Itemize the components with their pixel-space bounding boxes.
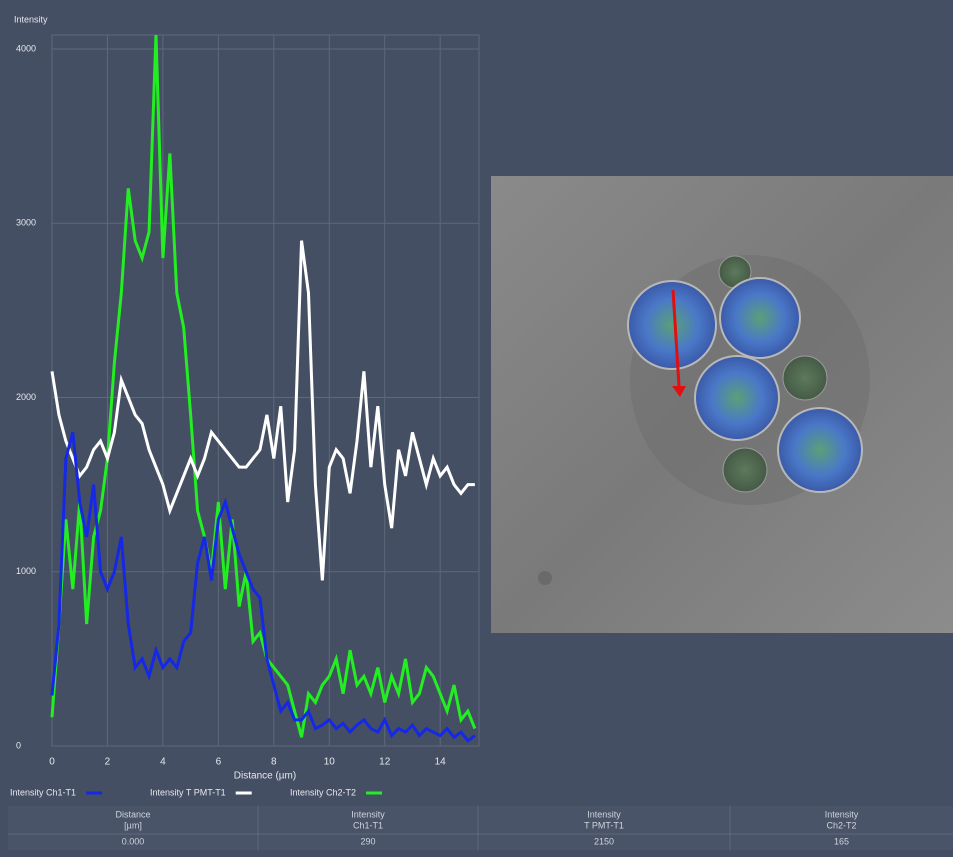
y-tick-label: 3000 — [16, 218, 36, 228]
screen: Intensity Distance (µm) Distance[µm] Inte… — [0, 0, 953, 852]
x-tick-label: 0 — [49, 757, 55, 768]
x-tick-label: 10 — [324, 757, 336, 768]
x-axis-title: Distance (µm) — [234, 771, 296, 782]
column-header: T PMT-T1 — [584, 820, 624, 830]
column-header: [µm] — [124, 820, 142, 830]
microscopy-image — [491, 176, 953, 633]
legend-label: Intensity Ch2-T2 — [290, 787, 356, 797]
table-cell: 2150 — [594, 836, 614, 846]
legend-label: Intensity T PMT-T1 — [150, 787, 226, 797]
legend-label: Intensity Ch1-T1 — [10, 787, 76, 797]
column-header: Intensity — [825, 809, 859, 819]
column-header: Ch2-T2 — [826, 820, 856, 830]
y-tick-label: 2000 — [16, 392, 36, 402]
column-header: Intensity — [587, 809, 621, 819]
page: Intensity Distance (µm) Distance[µm] Inte… — [0, 0, 953, 852]
x-tick-label: 6 — [216, 757, 222, 768]
x-tick-label: 4 — [160, 757, 166, 768]
x-tick-label: 12 — [379, 757, 391, 768]
y-tick-label: 0 — [16, 740, 21, 750]
column-header: Distance — [115, 809, 150, 819]
x-tick-label: 2 — [105, 757, 111, 768]
table-cell: 290 — [360, 836, 375, 846]
table-cell: 0.000 — [122, 836, 145, 846]
column-header: Ch1-T1 — [353, 820, 383, 830]
y-tick-label: 1000 — [16, 566, 36, 576]
column-header: Intensity — [351, 809, 385, 819]
x-tick-label: 8 — [271, 757, 277, 768]
x-tick-label: 14 — [435, 757, 447, 768]
table-cell: 165 — [834, 836, 849, 846]
y-axis-title: Intensity — [14, 14, 48, 24]
y-tick-label: 4000 — [16, 43, 36, 53]
